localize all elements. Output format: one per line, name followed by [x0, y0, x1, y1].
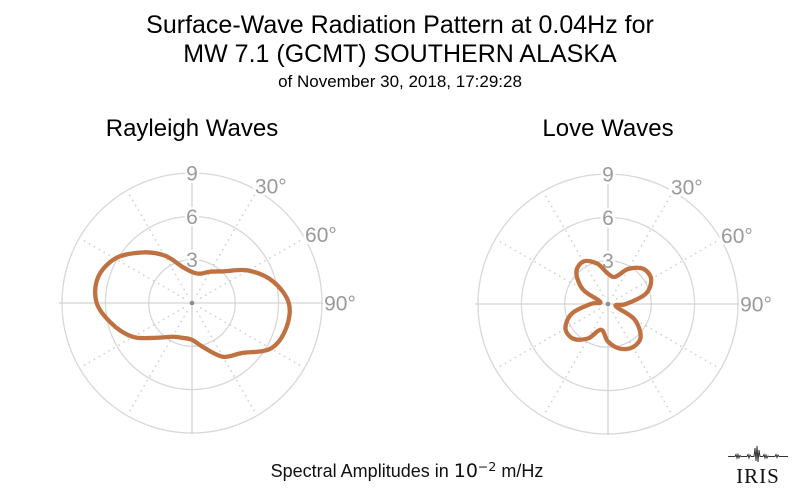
- rayleigh-plot-title: Rayleigh Waves: [105, 115, 279, 142]
- grid-spoke-dotted: [196, 310, 258, 416]
- angular-tick-label: 60°: [721, 225, 753, 248]
- seismogram-squiggle-icon: [728, 445, 788, 463]
- radial-tick-label: 6: [602, 207, 614, 230]
- grid-spoke-dotted: [542, 191, 604, 297]
- plot-center-dot: [605, 301, 611, 307]
- iris-logo-text: IRIS: [736, 464, 780, 488]
- grid-spoke-dotted: [542, 311, 604, 417]
- grid-spoke-dotted: [612, 191, 674, 297]
- units-caption: Spectral Amplitudes in 10−2 m/Hz: [0, 455, 800, 483]
- love-plot-title: Love Waves: [542, 115, 674, 142]
- angular-tick-label: 90°: [324, 292, 356, 315]
- radial-tick-label: 9: [186, 162, 198, 185]
- iris-logo: IRIS: [726, 445, 790, 487]
- love-radiation-curve: [563, 258, 654, 352]
- caption-exponent: −2: [477, 459, 497, 474]
- figure-title-line2: MW 7.1 (GCMT) SOUTHERN ALASKA: [183, 40, 617, 68]
- radial-tick-label: 6: [186, 206, 198, 229]
- angular-tick-label: 30°: [255, 175, 287, 198]
- radial-tick-label: 9: [602, 163, 614, 186]
- grid-spoke-dotted: [196, 190, 258, 296]
- grid-spoke-dotted: [199, 237, 305, 299]
- angular-tick-label: 60°: [305, 224, 337, 247]
- plot-center-dot: [189, 300, 195, 306]
- angular-tick-label: 30°: [671, 176, 703, 199]
- rayleigh-radiation-curve: [93, 250, 292, 360]
- grid-spoke-dotted: [126, 310, 188, 416]
- figure-subtitle: of November 30, 2018, 17:29:28: [278, 72, 522, 91]
- caption-prefix: Spectral Amplitudes in: [270, 461, 454, 481]
- grid-spoke-dotted: [126, 190, 188, 296]
- figure-title-line1: Surface-Wave Radiation Pattern at 0.04Hz…: [146, 11, 654, 39]
- caption-suffix: m/Hz: [496, 461, 544, 481]
- grid-spoke-dotted: [612, 311, 674, 417]
- caption-base: 10: [453, 460, 478, 482]
- angular-tick-label: 90°: [740, 293, 772, 316]
